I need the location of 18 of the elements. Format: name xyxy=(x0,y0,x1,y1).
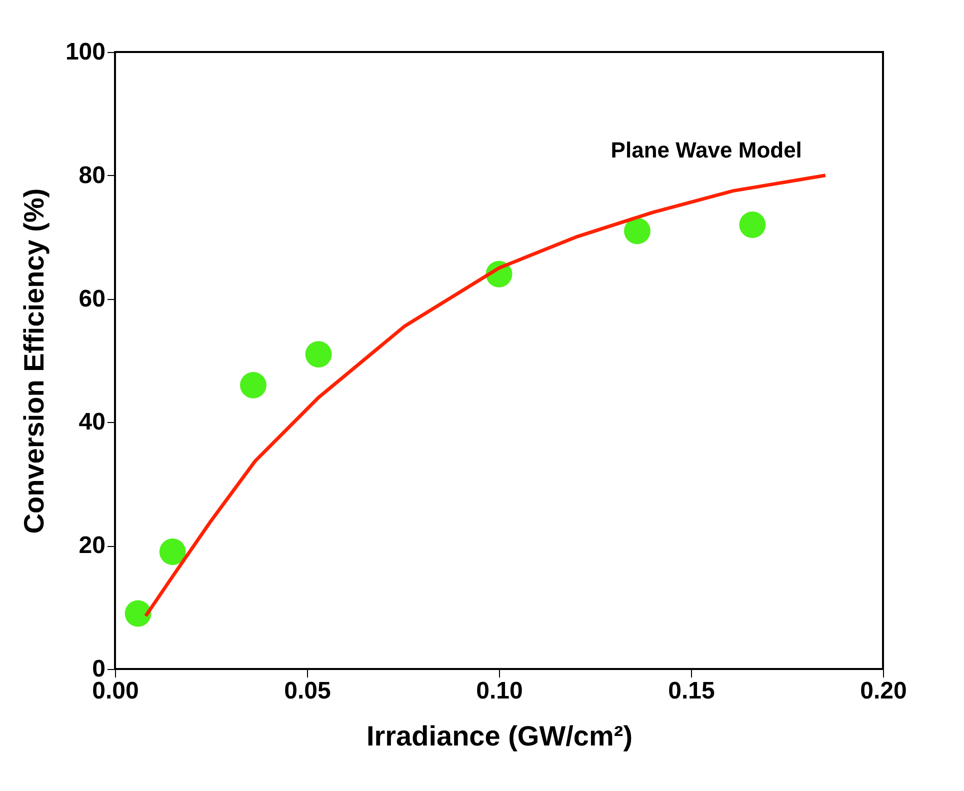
y-tick-label: 20 xyxy=(78,532,106,560)
point xyxy=(240,372,266,398)
y-tick-label: 60 xyxy=(78,285,106,312)
point xyxy=(305,341,332,368)
y-tick-label: 100 xyxy=(65,38,106,66)
point xyxy=(124,600,152,627)
y-tick-label: 40 xyxy=(78,408,106,436)
x-tick-label: 0.05 xyxy=(284,678,331,704)
x-tick-label: 0.15 xyxy=(668,678,715,704)
y-axis-title: Conversion Efficiency (%) xyxy=(18,188,50,534)
annotation: Plane Wave Model xyxy=(610,138,802,163)
point xyxy=(159,538,186,565)
y-tick-label: 80 xyxy=(78,162,106,189)
point xyxy=(739,212,766,238)
x-tick-label: 0.10 xyxy=(476,678,523,704)
x-tick-label: 0.20 xyxy=(860,678,907,704)
x-axis-title: Irradiance (GW/cm²) xyxy=(366,720,633,752)
point xyxy=(624,218,650,244)
